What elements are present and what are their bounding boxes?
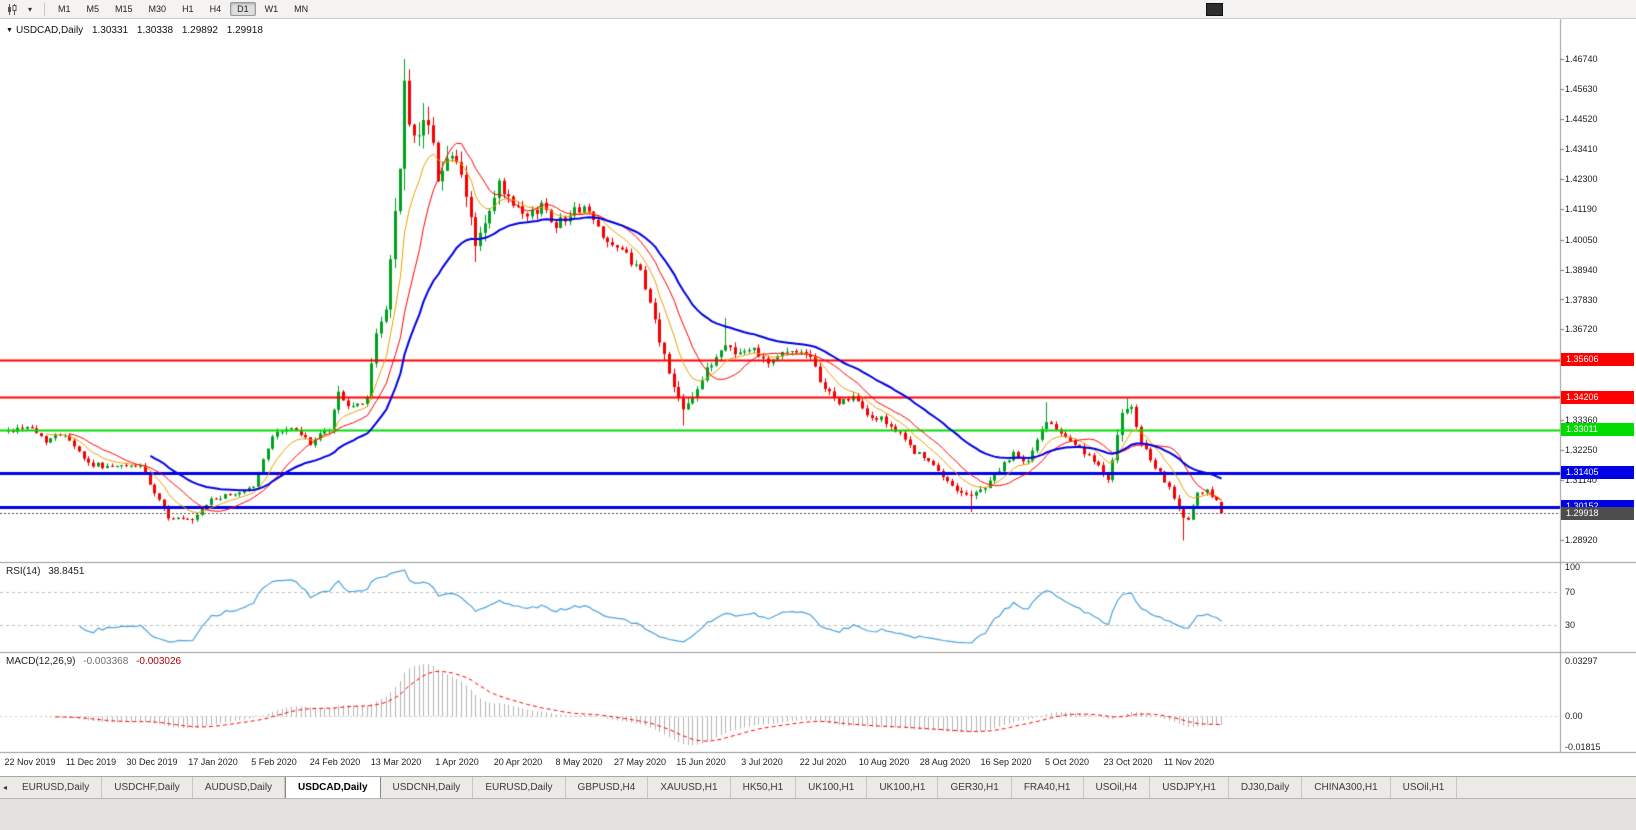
- timeframe-button-m5[interactable]: M5: [86, 4, 100, 14]
- chevron-down-icon[interactable]: ▾: [27, 4, 32, 14]
- chart-tab-usdchf-daily[interactable]: USDCHF,Daily: [102, 777, 193, 798]
- chart-toolbar: ▾ M1 M5 M15 M30 H1 H4 D1 W1 MN: [0, 0, 1636, 19]
- chart-tab-uk100-h1[interactable]: UK100,H1: [867, 777, 939, 798]
- chart-tab-usdjpy-h1[interactable]: USDJPY,H1: [1150, 777, 1229, 798]
- chart-tab-fra40-h1[interactable]: FRA40,H1: [1012, 777, 1084, 798]
- toolbar-right-button[interactable]: [1206, 3, 1223, 16]
- timeframe-button-h4[interactable]: H4: [209, 4, 222, 14]
- chart-tabs-bar: ◂ EURUSD,Daily USDCHF,Daily AUDUSD,Daily USD…: [0, 776, 1636, 798]
- timeframe-button-mn[interactable]: MN: [294, 4, 309, 14]
- candlestick-chart-icon[interactable]: [4, 2, 20, 17]
- chart-tab-xauusd-h1[interactable]: XAUUSD,H1: [648, 777, 731, 798]
- tab-scroll-left-icon[interactable]: ◂: [3, 783, 8, 792]
- chart-tab-audusd-daily[interactable]: AUDUSD,Daily: [193, 777, 286, 798]
- chart-tab-dj30-daily[interactable]: DJ30,Daily: [1229, 777, 1303, 798]
- chart-tab-uk100-h1[interactable]: UK100,H1: [796, 777, 868, 798]
- timeframe-buttons-group: M1 M5 M15 M30 H1 H4 D1 W1 MN: [50, 2, 316, 16]
- chart-tab-gbpusd-h4[interactable]: GBPUSD,H4: [566, 777, 649, 798]
- status-bar: [0, 798, 1636, 830]
- timeframe-button-m1[interactable]: M1: [58, 4, 71, 14]
- chart-tab-china300-h1[interactable]: CHINA300,H1: [1302, 777, 1391, 798]
- timeframe-button-w1[interactable]: W1: [264, 4, 279, 14]
- chart-tab-usdcnh-daily[interactable]: USDCNH,Daily: [381, 777, 474, 798]
- timeframe-button-h1[interactable]: H1: [182, 4, 194, 14]
- chart-tab-hk50-h1[interactable]: HK50,H1: [731, 777, 797, 798]
- chart-tab-usoil-h4[interactable]: USOil,H4: [1084, 777, 1151, 798]
- timeframe-button-d1[interactable]: D1: [230, 2, 256, 16]
- chart-tab-ger30-h1[interactable]: GER30,H1: [938, 777, 1012, 798]
- chart-tab-usdcad-daily[interactable]: USDCAD,Daily: [285, 777, 381, 798]
- chart-tab-eurusd-daily[interactable]: EURUSD,Daily: [10, 777, 103, 798]
- timeframe-button-m15[interactable]: M15: [115, 4, 133, 14]
- price-chart-canvas[interactable]: [0, 0, 1636, 776]
- toolbar-separator: [44, 2, 45, 16]
- chart-tab-usoil-h1[interactable]: USOil,H1: [1391, 777, 1458, 798]
- chart-tab-eurusd-daily[interactable]: EURUSD,Daily: [473, 777, 566, 798]
- timeframe-button-m30[interactable]: M30: [148, 4, 167, 14]
